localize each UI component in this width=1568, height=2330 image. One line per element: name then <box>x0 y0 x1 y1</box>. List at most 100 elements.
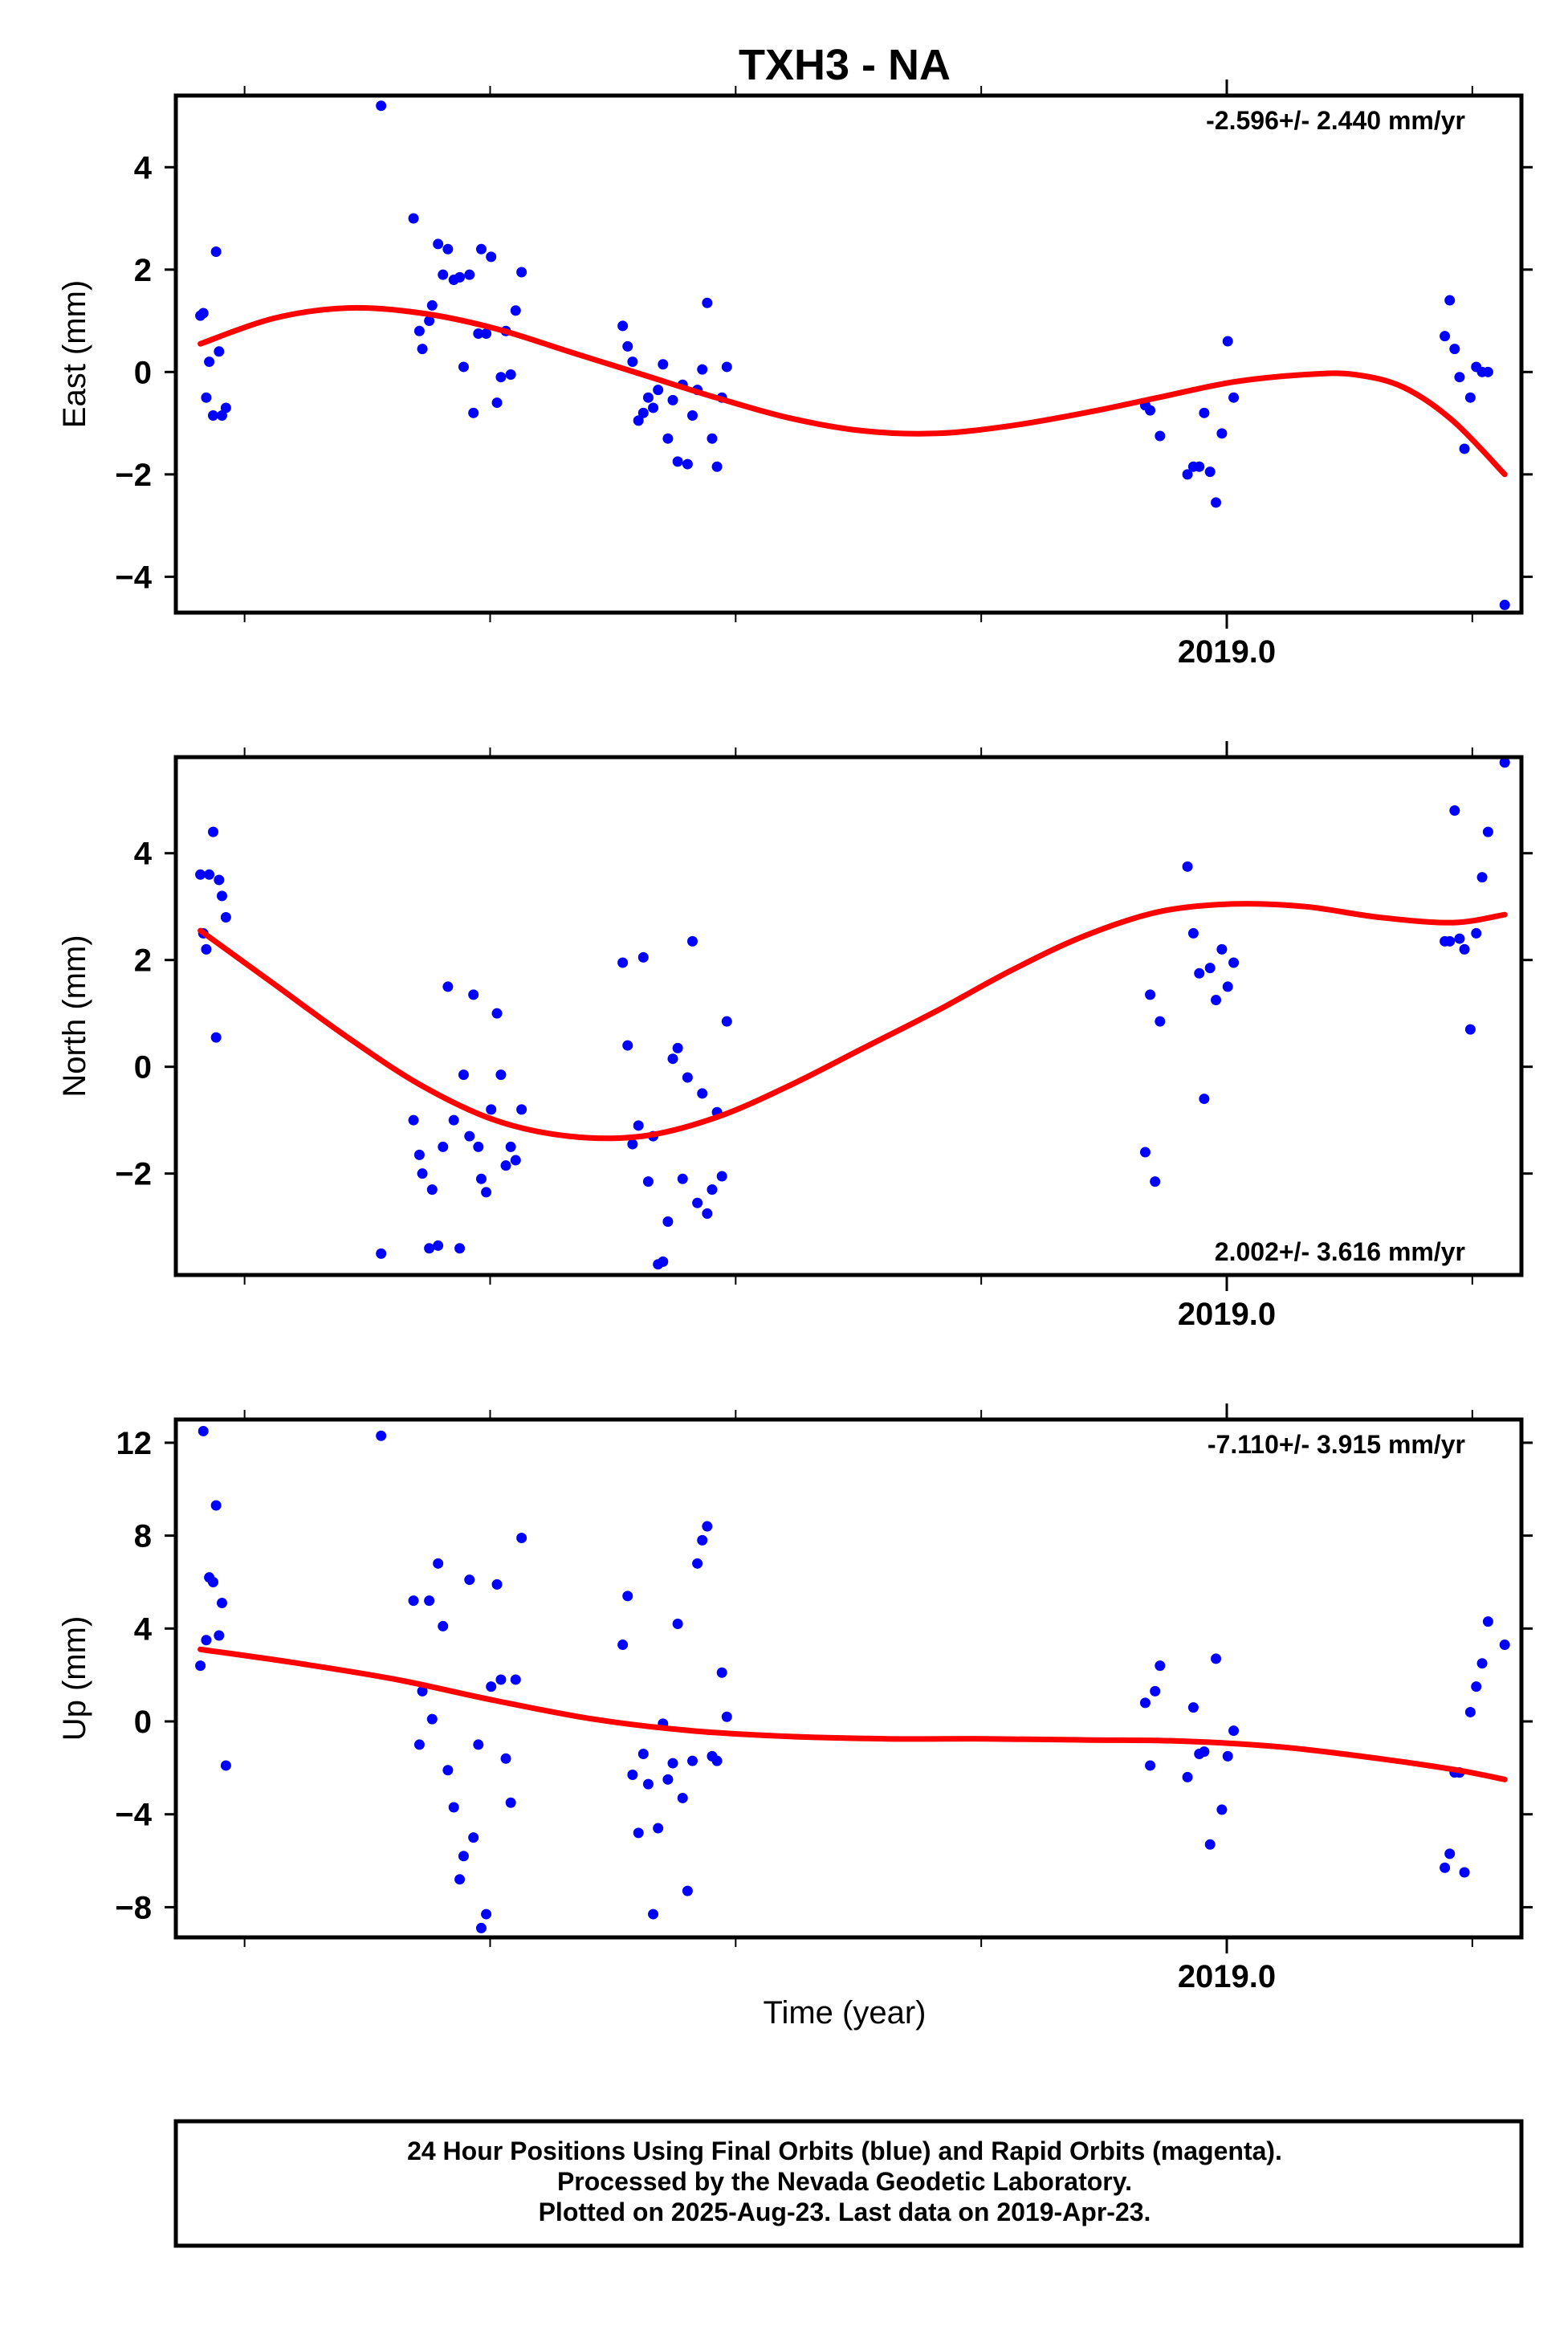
data-point <box>1145 1760 1156 1771</box>
data-point <box>201 1635 212 1646</box>
data-point <box>711 461 723 472</box>
data-point <box>707 1184 718 1196</box>
data-point <box>622 1591 633 1602</box>
data-point <box>1454 372 1465 383</box>
data-point <box>1471 1681 1482 1693</box>
data-point <box>408 213 419 224</box>
y-tick-label: 4 <box>134 837 153 872</box>
data-point <box>481 1187 492 1198</box>
data-point <box>413 1149 425 1160</box>
footer-box: 24 Hour Positions Using Final Orbits (bl… <box>173 2119 1524 2248</box>
data-point <box>510 305 521 316</box>
data-point <box>481 328 492 339</box>
data-point <box>702 1208 713 1220</box>
data-point <box>433 238 444 250</box>
data-point <box>697 1088 708 1099</box>
data-point <box>417 344 428 355</box>
data-point <box>1459 443 1470 454</box>
y-tick-label: −2 <box>115 1157 152 1192</box>
data-point <box>210 1032 222 1043</box>
x-tick-label: 2019.0 <box>1178 1297 1276 1332</box>
data-point <box>697 1534 708 1546</box>
data-point <box>667 394 678 405</box>
data-point <box>1476 872 1488 883</box>
data-point <box>473 1739 484 1750</box>
footer-line-3: Plotted on 2025-Aug-23. Last data on 201… <box>539 2198 1151 2226</box>
data-point <box>438 1141 449 1152</box>
data-point <box>495 1674 507 1685</box>
y-tick-label: 4 <box>134 1611 153 1647</box>
data-point <box>216 1597 227 1608</box>
data-point <box>214 874 225 886</box>
data-point <box>627 1139 638 1150</box>
north-panel: 2019.0 4 2 0 −2 North (mm) 2.002+/- 3.616 mm/y… <box>57 741 1533 1332</box>
fit-curve <box>198 901 1508 1142</box>
data-point <box>486 1104 497 1115</box>
data-point <box>682 1885 693 1896</box>
data-point <box>692 1197 703 1208</box>
data-point <box>481 1908 492 1920</box>
data-point <box>1182 1771 1193 1782</box>
data-point <box>658 1256 669 1267</box>
data-point <box>721 361 732 373</box>
data-point <box>707 433 718 444</box>
data-point <box>198 1425 209 1436</box>
data-point <box>454 271 466 283</box>
velocity-label: -7.110+/- 3.915 mm/yr <box>1208 1430 1465 1459</box>
y-tick-label: 12 <box>116 1426 153 1461</box>
data-point <box>448 1114 459 1126</box>
data-point <box>1459 943 1470 955</box>
data-point <box>426 299 438 311</box>
footer-line-2: Processed by the Nevada Geodetic Laborat… <box>557 2167 1132 2196</box>
data-point <box>692 1558 703 1569</box>
data-point <box>1216 1804 1228 1815</box>
data-point <box>677 1173 688 1184</box>
data-point <box>667 1053 678 1065</box>
y-tick-label: 2 <box>134 943 152 979</box>
data-points <box>195 100 1510 610</box>
data-point <box>1499 599 1510 610</box>
data-point <box>417 1685 428 1697</box>
data-point <box>1499 757 1510 768</box>
data-point <box>642 1778 654 1790</box>
velocity-label: 2.002+/- 3.616 mm/yr <box>1215 1237 1465 1266</box>
y-axis-label: Up (mm) <box>57 1616 92 1741</box>
data-point <box>697 364 708 375</box>
data-point <box>721 1711 732 1722</box>
data-point <box>633 1120 644 1131</box>
y-axis-label: East (mm) <box>57 280 92 428</box>
data-point <box>686 935 698 947</box>
data-point <box>1199 1094 1210 1105</box>
data-point <box>1194 967 1205 979</box>
data-point <box>1204 963 1216 974</box>
data-point <box>448 1802 459 1813</box>
y-tick-label: 4 <box>134 150 153 185</box>
data-point <box>1182 469 1193 480</box>
data-point <box>204 356 215 368</box>
y-tick-label: −4 <box>115 1798 152 1833</box>
data-point <box>438 269 449 280</box>
data-point <box>495 372 507 383</box>
data-point <box>1459 1867 1470 1878</box>
data-point <box>424 1243 435 1254</box>
data-point <box>721 1016 732 1027</box>
east-panel: 2019.0 4 2 0 −2 −4 East (mm) -2.596+/- 2.440 mm… <box>57 79 1533 670</box>
data-point <box>1145 989 1156 1000</box>
data-point <box>426 1713 438 1725</box>
data-point <box>491 1008 503 1019</box>
data-point <box>473 1141 484 1152</box>
data-point <box>682 1072 693 1083</box>
data-point <box>216 890 227 902</box>
data-point <box>442 981 454 992</box>
data-point <box>677 1792 688 1803</box>
data-point <box>475 1922 487 1933</box>
data-point <box>1444 935 1456 947</box>
data-point <box>711 1755 723 1766</box>
footer-line-1: 24 Hour Positions Using Final Orbits (bl… <box>407 2137 1282 2165</box>
data-point <box>1440 1862 1451 1873</box>
data-point <box>1139 1697 1151 1709</box>
data-point <box>495 1069 507 1081</box>
data-point <box>413 325 425 336</box>
data-point <box>642 392 654 403</box>
